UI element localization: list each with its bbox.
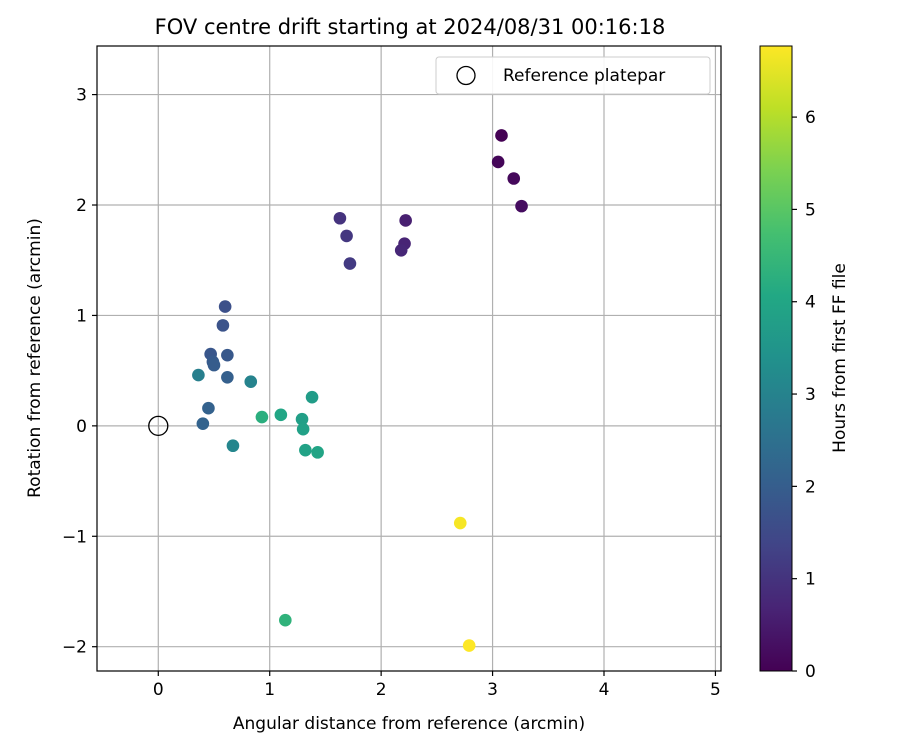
x-tick-label: 2 <box>376 680 387 700</box>
data-point <box>218 300 232 313</box>
colorbar-label: Hours from first FF file <box>830 263 850 453</box>
data-point <box>515 199 528 213</box>
y-tick-label: −2 <box>62 638 87 658</box>
data-point <box>221 370 234 384</box>
reference-layer <box>148 415 169 437</box>
data-point <box>507 172 521 185</box>
data-point <box>399 214 412 227</box>
data-point <box>343 257 357 270</box>
y-tick-label: 2 <box>76 196 87 216</box>
colorbar-tick-label: 6 <box>805 108 816 128</box>
x-tick-label: 5 <box>710 680 721 700</box>
y-tick-label: 3 <box>76 86 87 106</box>
axis-ticks: 0 1 2 3 4 5 −2 −1 0 1 2 3 <box>62 86 721 700</box>
data-point <box>216 319 230 332</box>
legend-reference-marker <box>456 65 476 86</box>
plot-frame <box>96 45 722 672</box>
data-point <box>491 155 505 169</box>
data-point <box>255 410 269 424</box>
x-tick-label: 1 <box>264 680 275 700</box>
legend-box <box>435 56 711 95</box>
data-point <box>202 401 215 415</box>
data-point <box>299 443 312 457</box>
colorbar-tick-label: 4 <box>805 293 816 313</box>
x-tick-label: 4 <box>599 680 610 700</box>
data-point <box>333 211 347 225</box>
data-point <box>462 639 476 652</box>
y-tick-label: 1 <box>76 306 87 326</box>
data-point <box>196 417 210 430</box>
y-axis-label: Rotation from reference (arcmin) <box>25 218 45 498</box>
data-point <box>279 613 292 627</box>
legend: Reference platepar <box>435 56 711 95</box>
colorbar-tick-label: 1 <box>805 570 816 590</box>
data-point <box>296 422 310 436</box>
colorbar-tick-label: 2 <box>805 477 816 497</box>
data-point <box>192 368 205 382</box>
colorbar-tick-label: 3 <box>805 385 816 405</box>
data-point <box>305 390 319 404</box>
data-point <box>495 129 508 142</box>
colorbar-gradient <box>759 45 793 672</box>
colorbar: 0 1 2 3 4 5 6 <box>759 45 816 682</box>
data-point <box>295 412 309 426</box>
data-point <box>274 408 288 422</box>
y-tick-label: 0 <box>76 417 87 437</box>
colorbar-tick-label: 0 <box>805 662 816 682</box>
data-point <box>207 358 221 372</box>
x-axis-label: Angular distance from reference (arcmin) <box>233 714 585 734</box>
data-point <box>340 229 353 243</box>
data-point <box>453 516 467 530</box>
data-points <box>192 129 528 652</box>
reference-platepar-marker <box>148 415 169 437</box>
legend-entry-reference: Reference platepar <box>503 66 665 86</box>
x-tick-label: 3 <box>487 680 498 700</box>
colorbar-tick-label: 5 <box>805 200 816 220</box>
y-tick-label: −1 <box>62 527 87 547</box>
data-point <box>311 446 324 459</box>
grid-lines <box>97 46 721 671</box>
data-point <box>221 348 234 362</box>
data-point <box>244 375 258 388</box>
x-tick-label: 0 <box>153 680 164 700</box>
chart-title: FOV centre drift starting at 2024/08/31 … <box>155 15 666 39</box>
data-point <box>226 439 240 453</box>
data-point <box>394 243 408 257</box>
